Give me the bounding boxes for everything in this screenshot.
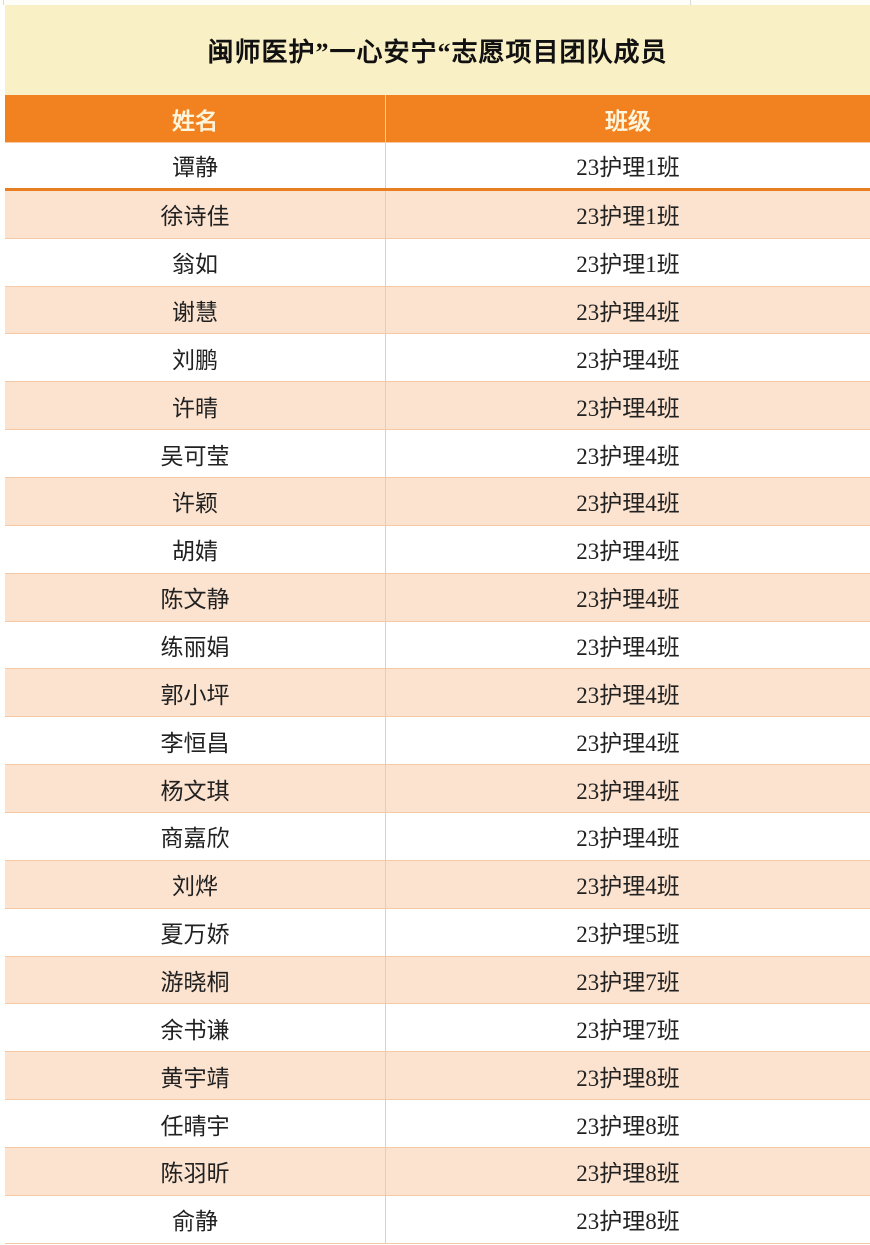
class-cell: 23护理1班 bbox=[385, 143, 870, 188]
class-cell: 23护理4班 bbox=[385, 286, 870, 334]
class-cell: 23护理4班 bbox=[385, 621, 870, 669]
name-cell: 刘鹏 bbox=[172, 347, 218, 373]
table-row: 徐诗佳 23护理1班 bbox=[5, 190, 870, 239]
name-cell: 李恒昌 bbox=[160, 730, 230, 756]
class-cell: 23护理4班 bbox=[385, 717, 870, 765]
table-row: 俞静 23护理8班 bbox=[5, 1195, 870, 1244]
class-cell: 23护理8班 bbox=[385, 1195, 870, 1243]
name-cell: 许晴 bbox=[172, 395, 218, 421]
name-cell: 吴可莹 bbox=[160, 443, 230, 469]
class-cell: 23护理4班 bbox=[385, 813, 870, 860]
table-row: 翁如 23护理1班 bbox=[5, 238, 870, 287]
class-cell: 23护理5班 bbox=[385, 908, 870, 956]
name-cell: 郭小坪 bbox=[160, 682, 230, 708]
name-cell: 许颖 bbox=[172, 491, 218, 517]
table-row: 胡婧 23护理4班 bbox=[5, 525, 870, 574]
name-cell: 徐诗佳 bbox=[160, 204, 230, 230]
table-row: 余书谦 23护理7班 bbox=[5, 1004, 870, 1053]
top-gutter bbox=[0, 0, 870, 5]
name-cell: 游晓桐 bbox=[160, 970, 230, 996]
table-row: 刘鹏 23护理4班 bbox=[5, 334, 870, 383]
class-cell: 23护理7班 bbox=[385, 1004, 870, 1052]
name-cell: 夏万娇 bbox=[160, 922, 230, 948]
table-row: 谢慧 23护理4班 bbox=[5, 286, 870, 335]
name-cell: 刘烨 bbox=[172, 874, 218, 900]
table-row: 吴可莹 23护理4班 bbox=[5, 430, 870, 479]
column-header-name: 姓名 bbox=[172, 108, 218, 134]
table-title: 闽师医护”一心安宁“志愿项目团队成员 bbox=[5, 5, 870, 95]
name-cell: 任晴宇 bbox=[160, 1113, 230, 1139]
name-cell: 谭静 bbox=[172, 155, 218, 181]
class-cell: 23护理4班 bbox=[385, 334, 870, 382]
name-cell: 俞静 bbox=[172, 1209, 218, 1235]
name-cell: 黄宇靖 bbox=[160, 1065, 230, 1091]
name-cell: 陈文静 bbox=[160, 587, 230, 613]
name-cell: 陈羽昕 bbox=[160, 1161, 230, 1187]
class-cell: 23护理4班 bbox=[385, 669, 870, 717]
table-row: 游晓桐 23护理7班 bbox=[5, 956, 870, 1005]
table-row: 谭静 23护理1班 bbox=[5, 143, 870, 191]
table-row: 练丽娟 23护理4班 bbox=[5, 621, 870, 670]
table-row: 黄宇靖 23护理8班 bbox=[5, 1052, 870, 1101]
table-header-row: 姓名 班级 bbox=[5, 95, 870, 143]
name-cell: 谢慧 bbox=[172, 300, 218, 325]
class-cell: 23护理4班 bbox=[385, 430, 870, 478]
gridline-tick bbox=[3, 0, 4, 5]
class-cell: 23护理4班 bbox=[385, 478, 870, 525]
table-row: 刘烨 23护理4班 bbox=[5, 860, 870, 909]
class-cell: 23护理8班 bbox=[385, 1148, 870, 1195]
table-row: 陈羽昕 23护理8班 bbox=[5, 1148, 870, 1196]
table-row: 陈文静 23护理4班 bbox=[5, 573, 870, 622]
table-row: 许晴 23护理4班 bbox=[5, 382, 870, 431]
table-row: 商嘉欣 23护理4班 bbox=[5, 813, 870, 861]
class-cell: 23护理4班 bbox=[385, 573, 870, 621]
name-cell: 翁如 bbox=[172, 252, 218, 278]
name-cell: 商嘉欣 bbox=[160, 826, 230, 852]
name-cell: 杨文琪 bbox=[160, 778, 230, 804]
name-cell: 余书谦 bbox=[160, 1017, 230, 1043]
class-cell: 23护理4班 bbox=[385, 860, 870, 908]
class-cell: 23护理4班 bbox=[385, 765, 870, 813]
gridline-tick bbox=[690, 0, 691, 5]
class-cell: 23护理1班 bbox=[385, 238, 870, 286]
table-row: 任晴宇 23护理8班 bbox=[5, 1100, 870, 1149]
table-row: 许颖 23护理4班 bbox=[5, 478, 870, 526]
table-row: 李恒昌 23护理4班 bbox=[5, 717, 870, 766]
class-cell: 23护理7班 bbox=[385, 956, 870, 1004]
name-cell: 胡婧 bbox=[172, 539, 218, 565]
members-table: 闽师医护”一心安宁“志愿项目团队成员 姓名 班级 谭静 23护理1班 徐诗佳 2… bbox=[5, 5, 870, 1244]
class-cell: 23护理8班 bbox=[385, 1100, 870, 1148]
column-header-class: 班级 bbox=[385, 95, 870, 142]
class-cell: 23护理8班 bbox=[385, 1052, 870, 1100]
name-cell: 练丽娟 bbox=[160, 635, 230, 661]
table-body: 谭静 23护理1班 徐诗佳 23护理1班 翁如 23护理1班 谢慧 23护理4班… bbox=[5, 143, 870, 1244]
class-cell: 23护理4班 bbox=[385, 382, 870, 430]
class-cell: 23护理4班 bbox=[385, 525, 870, 573]
class-cell: 23护理1班 bbox=[385, 190, 870, 238]
table-row: 杨文琪 23护理4班 bbox=[5, 765, 870, 814]
table-row: 郭小坪 23护理4班 bbox=[5, 669, 870, 718]
table-row: 夏万娇 23护理5班 bbox=[5, 908, 870, 957]
